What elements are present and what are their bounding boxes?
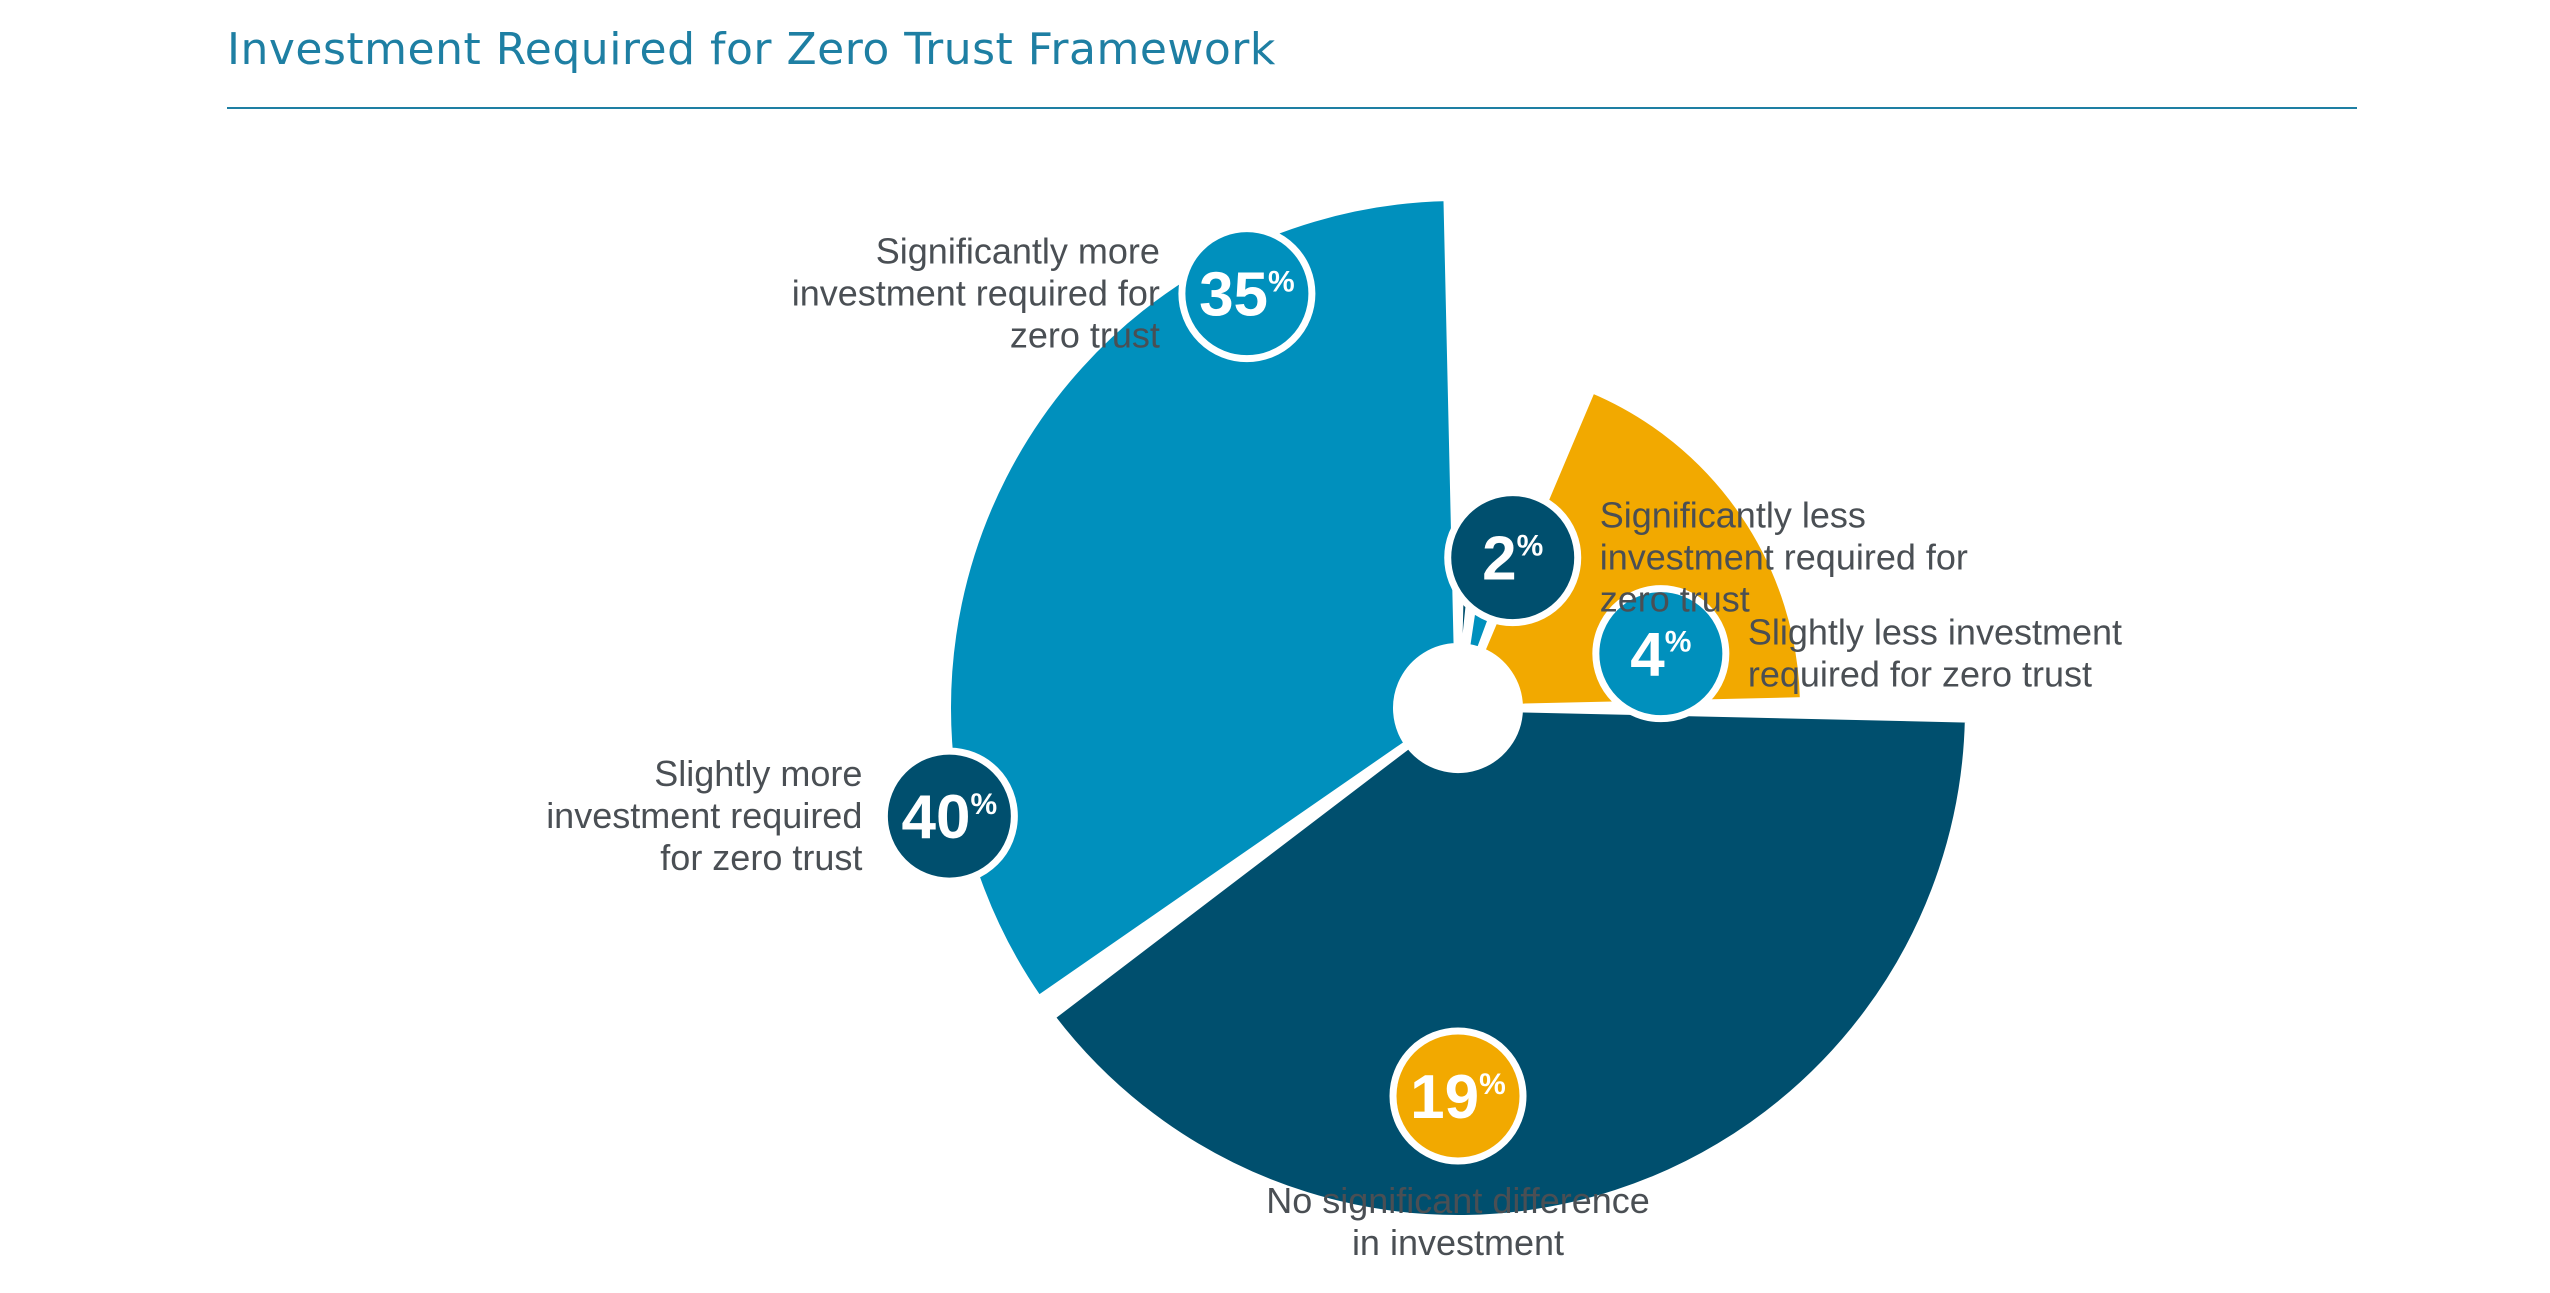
slice-label: No significant difference in investment — [1266, 1180, 1650, 1263]
center-hole — [1396, 646, 1520, 770]
slice-label: Significantly more investment required fo… — [792, 231, 1160, 356]
slice-label: Slightly more investment required for zero… — [546, 753, 862, 878]
slice-label: Slightly less investment required for zer… — [1748, 612, 2122, 695]
